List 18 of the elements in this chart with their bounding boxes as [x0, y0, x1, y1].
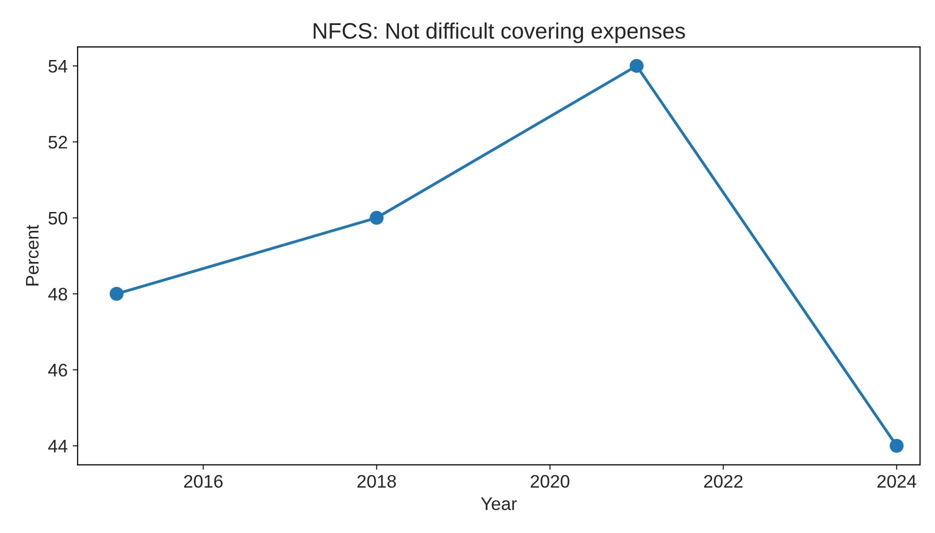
point	[630, 58, 644, 73]
x-tick-label: 2016	[184, 474, 223, 488]
point	[110, 286, 124, 301]
x-axis-title: Year	[480, 498, 517, 510]
y-tick-label: 44	[48, 440, 68, 452]
y-tick-label: 46	[48, 364, 68, 377]
point	[890, 438, 904, 453]
x-tick-label: 2024	[877, 474, 916, 488]
chart-title: NFCS: Not difficult covering expenses	[314, 22, 685, 44]
y-tick-label: 54	[48, 60, 68, 73]
x-tick-label: 2018	[357, 474, 396, 488]
y-axis-title: Percent	[26, 224, 39, 286]
x-tick-label: 2020	[530, 474, 570, 488]
y-tick-label: 50	[48, 212, 68, 225]
y-tick-label: 52	[48, 136, 67, 149]
y-tick-label: 48	[48, 288, 68, 301]
point	[370, 210, 384, 225]
x-tick-label: 2022	[704, 474, 742, 488]
